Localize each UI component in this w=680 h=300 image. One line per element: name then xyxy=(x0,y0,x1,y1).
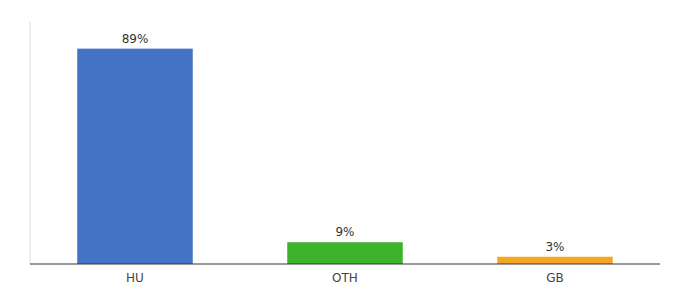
x-axis-line xyxy=(30,264,660,265)
data-label: 3% xyxy=(545,240,564,254)
bar xyxy=(287,242,403,264)
x-tick-label: HU xyxy=(126,271,144,285)
y-axis-line xyxy=(30,22,31,264)
chart: 89% 9% 3% HU OTH GB xyxy=(0,0,680,300)
data-label: 89% xyxy=(122,32,149,46)
bar xyxy=(497,257,613,264)
bar xyxy=(77,49,193,264)
x-tick-label: GB xyxy=(546,271,564,285)
chart-root: 89% 9% 3% HU OTH GB xyxy=(0,0,680,300)
bars xyxy=(77,49,613,264)
data-label: 9% xyxy=(335,225,354,239)
x-tick-label: OTH xyxy=(332,271,358,285)
